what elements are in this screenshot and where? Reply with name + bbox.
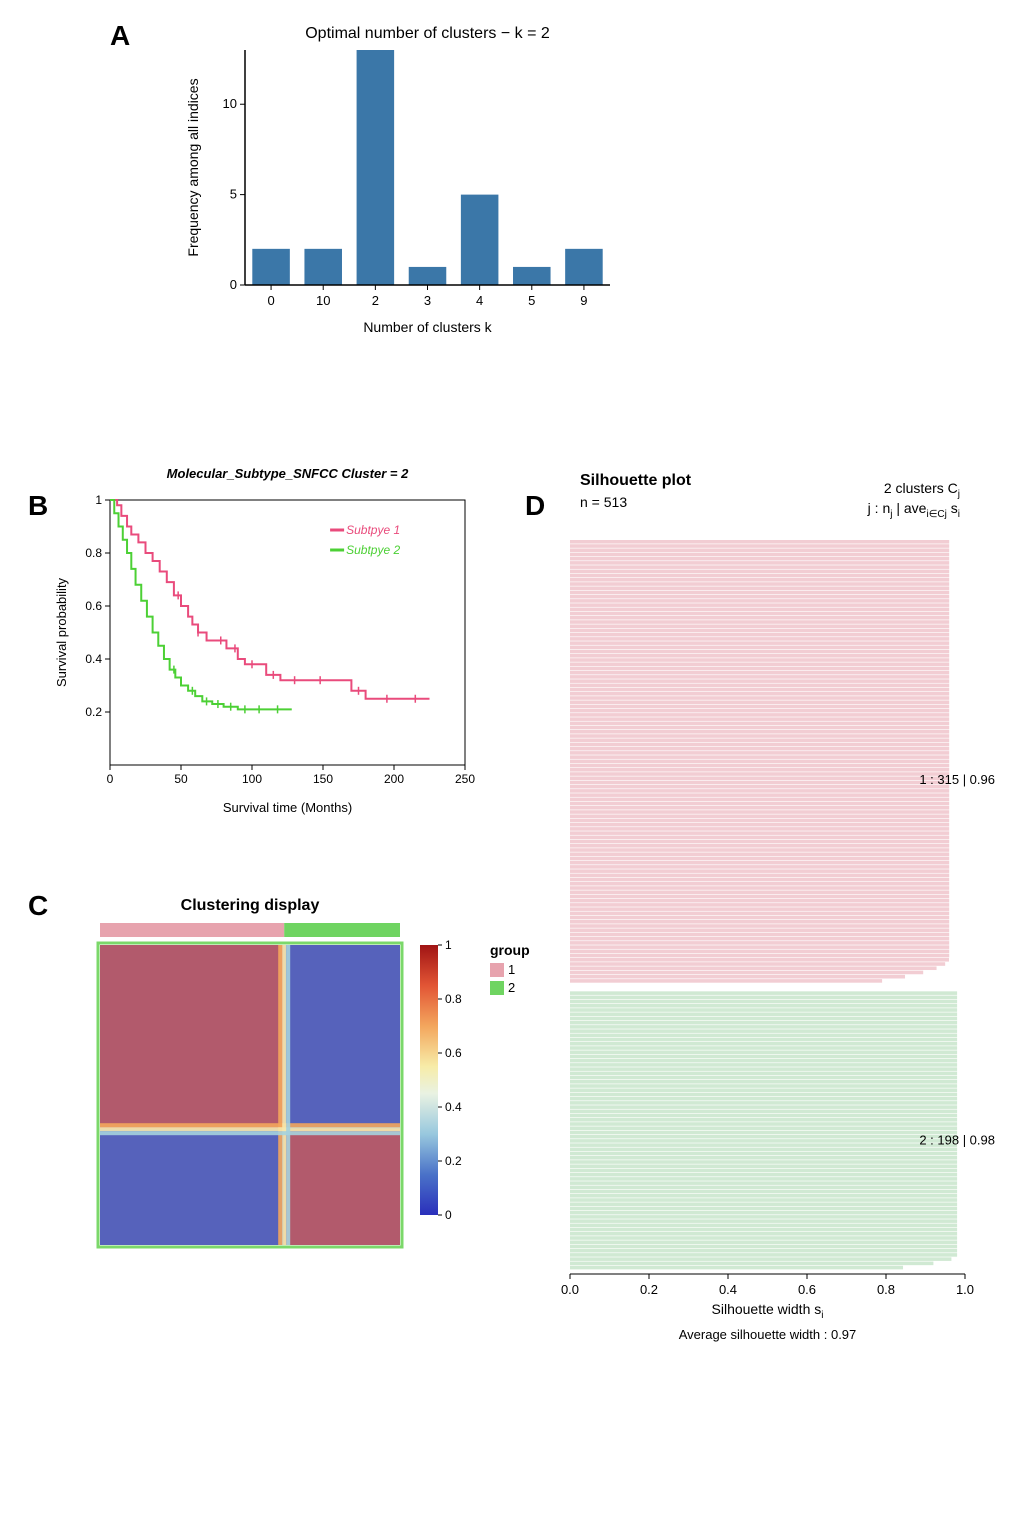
svg-text:n = 513: n = 513	[580, 494, 627, 510]
svg-text:3: 3	[424, 293, 431, 308]
svg-text:0.4: 0.4	[719, 1282, 737, 1297]
svg-text:Survival time (Months): Survival time (Months)	[223, 800, 352, 815]
svg-text:5: 5	[528, 293, 535, 308]
svg-text:10: 10	[223, 96, 237, 111]
svg-text:1: 1	[95, 493, 102, 507]
svg-text:Optimal number of clusters − k: Optimal number of clusters − k = 2	[305, 25, 550, 42]
svg-text:0.4: 0.4	[85, 652, 102, 666]
svg-text:1: 1	[445, 938, 452, 952]
svg-text:0.0: 0.0	[561, 1282, 579, 1297]
svg-text:Average silhouette width : 0.: Average silhouette width : 0.97	[679, 1327, 857, 1342]
svg-text:0: 0	[267, 293, 274, 308]
svg-text:1.0: 1.0	[956, 1282, 974, 1297]
panel-a-barchart: Optimal number of clusters − k = 2 0 5 10 0 1…	[180, 20, 620, 340]
figure-container: A Optimal number of clusters − k = 20510…	[20, 20, 1000, 1495]
panel-d-label: D	[525, 490, 545, 522]
svg-text:0.6: 0.6	[445, 1046, 462, 1060]
svg-text:0: 0	[107, 772, 114, 786]
svg-text:Clustering display: Clustering display	[181, 897, 320, 914]
svg-text:0.4: 0.4	[445, 1100, 462, 1114]
svg-text:0: 0	[230, 277, 237, 292]
panel-b-label: B	[28, 490, 48, 522]
svg-text:0.2: 0.2	[85, 705, 102, 719]
svg-text:2 : 198 | 0.98: 2 : 198 | 0.98	[919, 1133, 995, 1148]
panel-a-label: A	[110, 20, 130, 52]
svg-text:1: 1	[508, 962, 515, 977]
svg-text:4: 4	[476, 293, 483, 308]
svg-text:0.6: 0.6	[798, 1282, 816, 1297]
panel-b-survival: Molecular_Subtype_SNFCC Cluster = 205010…	[50, 460, 480, 820]
svg-text:1 : 315 | 0.96: 1 : 315 | 0.96	[919, 772, 995, 787]
svg-text:0.8: 0.8	[85, 546, 102, 560]
svg-text:group: group	[490, 942, 530, 958]
svg-text:9: 9	[580, 293, 587, 308]
svg-text:150: 150	[313, 772, 333, 786]
panel-c-label: C	[28, 890, 48, 922]
svg-text:0.8: 0.8	[445, 992, 462, 1006]
svg-text:5: 5	[230, 187, 237, 202]
svg-text:Silhouette plot: Silhouette plot	[580, 472, 692, 489]
svg-text:Silhouette width si: Silhouette width si	[712, 1301, 824, 1321]
svg-text:10: 10	[316, 293, 330, 308]
svg-text:100: 100	[242, 772, 262, 786]
svg-text:0: 0	[445, 1208, 452, 1222]
svg-text:j : nj | avei∈Cj si: j : nj | avei∈Cj si	[867, 500, 960, 520]
svg-text:2 clusters Cj: 2 clusters Cj	[884, 480, 960, 500]
svg-text:Subtpye 1: Subtpye 1	[346, 523, 400, 537]
svg-text:0.6: 0.6	[85, 599, 102, 613]
svg-text:Number of clusters k: Number of clusters k	[363, 319, 492, 335]
panel-c-heatmap: Clustering display 0 0.2 0.4 0.6 0.8 1 group 1 2	[50, 890, 570, 1330]
panel-d-silhouette: Silhouette plot n = 513 2 clusters Cjj : n…	[550, 465, 1000, 1345]
svg-text:2: 2	[372, 293, 379, 308]
svg-text:0.8: 0.8	[877, 1282, 895, 1297]
svg-text:Frequency among all indices: Frequency among all indices	[185, 78, 201, 256]
svg-text:200: 200	[384, 772, 404, 786]
svg-text:0.2: 0.2	[640, 1282, 658, 1297]
svg-text:Molecular_Subtype_SNFCC Cluste: Molecular_Subtype_SNFCC Cluster = 2	[167, 466, 409, 481]
svg-text:0.2: 0.2	[445, 1154, 462, 1168]
svg-text:2: 2	[508, 980, 515, 995]
svg-text:Survival probability: Survival probability	[54, 577, 69, 687]
svg-text:250: 250	[455, 772, 475, 786]
svg-text:50: 50	[174, 772, 188, 786]
svg-text:Subtpye 2: Subtpye 2	[346, 543, 400, 557]
